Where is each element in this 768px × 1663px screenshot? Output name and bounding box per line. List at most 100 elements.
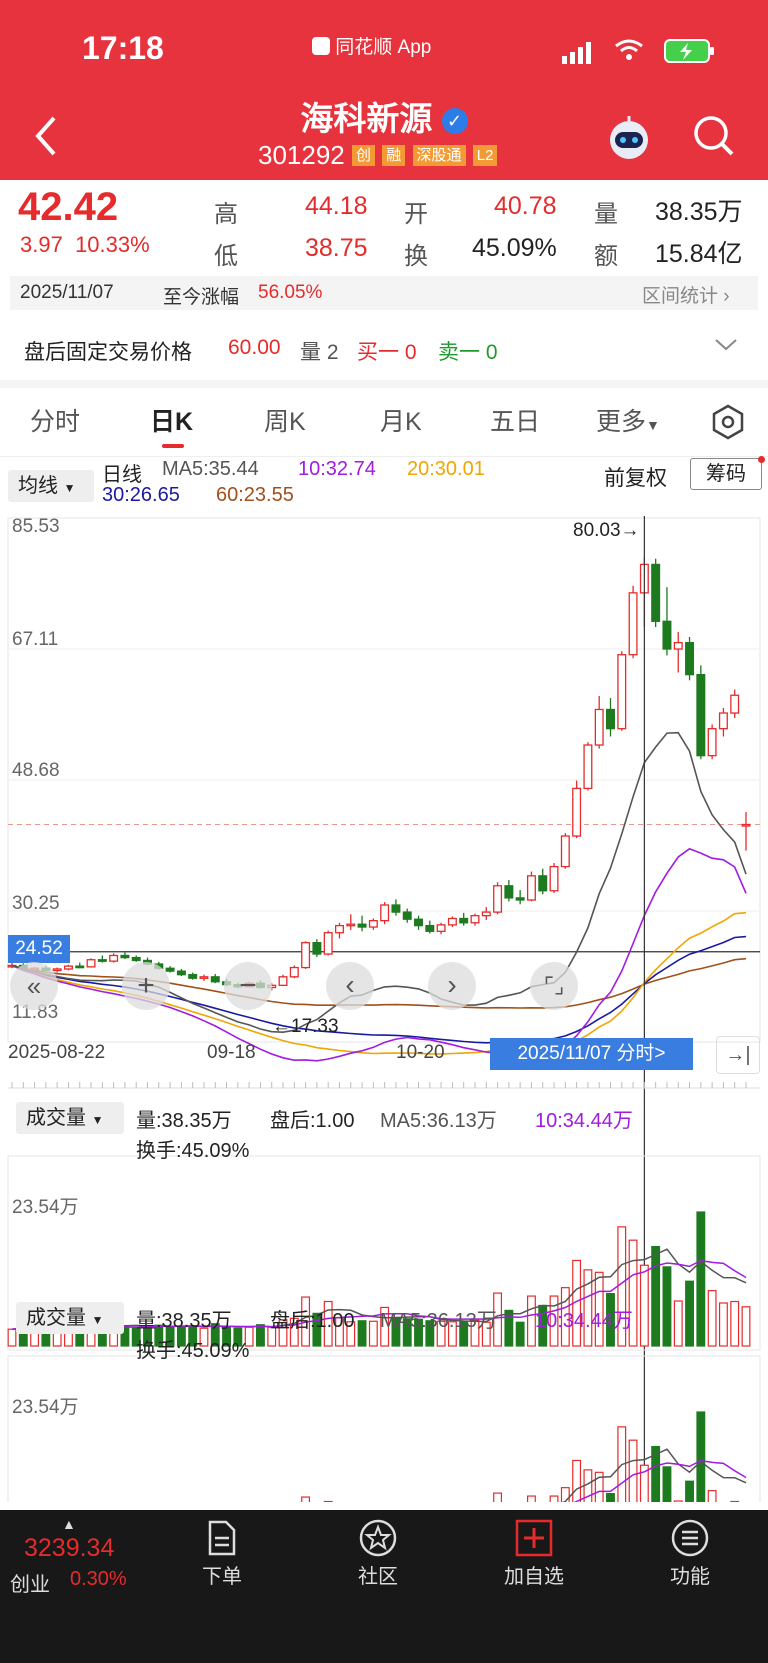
low-label: 低 [214,243,238,270]
candle-body [707,728,717,757]
jump-to-latest-button[interactable]: →| [716,1036,760,1074]
search-button[interactable] [692,114,736,163]
document-icon [208,1520,236,1556]
plus-icon: + [137,969,155,1002]
volume-selector[interactable]: 成交量 ▼ [16,1102,124,1134]
volume-bar [447,1321,457,1347]
signal-icon [560,42,594,69]
ma20-legend: 20:30.01 [407,458,485,480]
chevron-down-icon[interactable] [714,334,738,359]
volume-bar [730,1500,740,1502]
candle-body [425,924,435,932]
volume-ma5-line [562,1448,747,1502]
date-label: 2025-08-22 [8,1042,106,1063]
candle-body [526,875,536,901]
volume-panel-frame [7,1155,761,1351]
badge-l2: L2 [472,145,498,166]
zoom-out-button[interactable]: « [10,962,58,1010]
caret-down-icon: ▼ [91,1113,104,1127]
volume-bar [549,1295,559,1347]
candle-body [391,904,401,913]
candle-body [210,976,220,983]
volume-ma10: 10:34.44万 [535,1310,633,1332]
candle-body [312,942,322,955]
divider [0,380,768,388]
volume-bar [685,1480,694,1502]
range-row [10,276,758,310]
gain-value: 56.05% [258,282,323,303]
crosshair-price-label: 24.52 [8,935,70,963]
bottom-nav: ▲ 3239.34 创业 0.30% 下单 社区 加自选 功能 [0,1510,768,1663]
volume-turnover: 换手:45.09% [136,1140,250,1162]
tab-five-day[interactable]: 五日 [490,408,541,436]
volume-ma5-line [11,1248,747,1330]
volume-bar [560,1487,570,1502]
candle-body [481,911,491,917]
volume-bar [583,1469,593,1502]
after-hours-row[interactable]: 盘后固定交易价格 60.00 量 2 买一 0 卖一 0 [0,320,768,381]
candle-body [628,592,638,656]
y-axis-label: 48.68 [12,760,60,781]
candle-body [594,708,604,746]
tab-weekly-k[interactable]: 周K [264,408,306,436]
star-circle-icon [359,1519,397,1557]
candle-body [368,919,378,928]
volume-bar [594,1471,604,1502]
volume-bar [493,1292,503,1347]
double-left-icon: « [26,971,42,1001]
caret-down-icon: ▼ [91,1313,104,1327]
kline-chart-area: 均线 ▼ 日线 MA5:35.44 10:32.74 20:30.01 30:2… [0,456,768,1506]
fullscreen-button[interactable]: ⌜⌟ [530,962,578,1010]
minus-button[interactable]: − [224,962,272,1010]
volume-bar [323,1300,333,1347]
volume-selector[interactable]: 成交量 ▼ [16,1302,124,1334]
candle-body [75,965,85,969]
tab-monthly-k[interactable]: 月K [380,408,422,436]
volume-bar [730,1300,740,1347]
tab-intraday[interactable]: 分时 [30,408,81,436]
candle-body [52,968,62,972]
battery-icon [664,38,716,69]
volume-bar [639,1264,649,1347]
settings-button[interactable] [710,404,746,445]
caret-down-icon: ▼ [63,481,76,495]
adjust-label[interactable]: 前复权 [604,467,667,490]
robot-assistant-button[interactable] [604,114,654,165]
tab-daily-k[interactable]: 日K [150,408,194,436]
candle-body [278,976,288,986]
search-icon [694,116,734,156]
chips-button[interactable]: 筹码 [690,458,762,490]
arrow-to-end-icon: →| [725,1044,751,1066]
volume-bar [696,1211,706,1347]
pan-right-button[interactable]: › [428,962,476,1010]
zoom-in-button[interactable]: + [122,962,170,1010]
candle-body [504,885,514,899]
candle-body [176,970,186,976]
back-button[interactable] [32,114,60,163]
candle-body [617,654,627,730]
caret-down-icon: ▼ [646,417,660,433]
ma30-legend: 30:26.65 [102,484,180,506]
stock-code-row: 301292 创 融 深股通 L2 [258,140,498,171]
ma-selector[interactable]: 均线 ▼ [8,470,94,502]
low-value: 38.75 [305,234,368,262]
range-stats-link[interactable]: 区间统计 › [642,286,730,307]
volume-bar [527,1495,536,1502]
candle-body [447,917,457,926]
after-hours-vol: 量 2 [300,341,339,364]
badge-sgt: 深股通 [412,145,466,166]
volume-bar [662,1266,672,1347]
volume-bar [346,1321,356,1347]
candle-body [188,974,198,979]
pan-left-button[interactable]: ‹ [326,962,374,1010]
tab-more[interactable]: 更多▼ [596,408,660,436]
kline-svg [7,516,761,1502]
volume-bar [639,1464,649,1502]
volume-bar [515,1321,525,1347]
volume-bar [651,1446,661,1502]
volume-bar [572,1459,582,1502]
candle-body [583,744,593,790]
selected-date-intraday-link[interactable]: 2025/11/07 分时> [490,1038,693,1070]
index-value[interactable]: 3239.34 [24,1534,115,1562]
active-tab-indicator [162,444,184,448]
